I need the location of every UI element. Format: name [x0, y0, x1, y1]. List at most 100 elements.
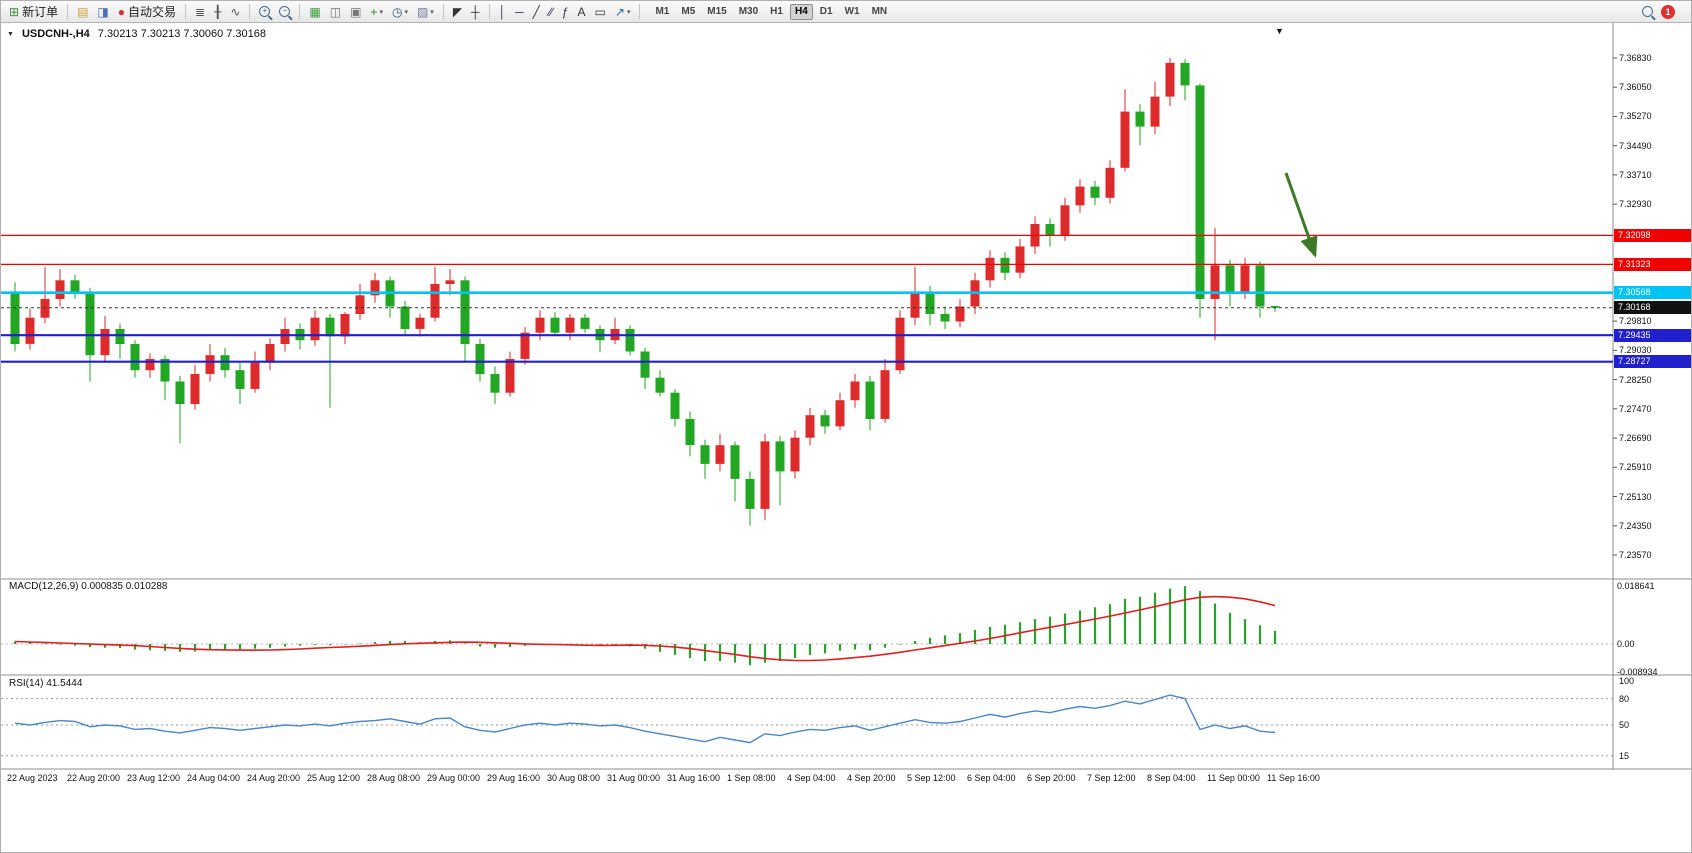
rsi-label: RSI(14) 41.5444: [9, 678, 83, 689]
tile-windows-button[interactable]: ▦: [305, 2, 324, 22]
rsi-axis-label: 80: [1619, 693, 1630, 704]
price-line-badge: 7.29435: [1614, 328, 1691, 342]
line-chart-icon: ∿: [230, 4, 241, 19]
text-button[interactable]: A: [574, 2, 590, 22]
label-button[interactable]: ▭: [591, 2, 610, 22]
new-order-button[interactable]: ⊞ 新订单: [5, 2, 62, 22]
timeframe-m5-button[interactable]: M5: [681, 5, 696, 17]
time-axis-label: 29 Aug 00:00: [427, 773, 481, 783]
time-axis-label: 6 Sep 20:00: [1027, 773, 1076, 783]
price-line-badge: 7.31323: [1614, 257, 1691, 271]
time-axis-label: 25 Aug 12:00: [307, 773, 361, 783]
price-axis-label: 7.23570: [1619, 550, 1652, 560]
toolbar-separator: [488, 4, 490, 19]
vertical-line-button[interactable]: │: [495, 2, 511, 22]
time-axis-label: 8 Sep 04:00: [1147, 773, 1196, 783]
profiles-icon: ◨: [97, 4, 109, 19]
macd-label: MACD(12,26,9) 0.000835 0.010288: [9, 581, 168, 592]
bars-chart-button[interactable]: ≣: [191, 2, 209, 22]
candlestick-icon: ╂: [214, 4, 222, 19]
toolbar-separator: [299, 4, 301, 19]
timeframe-d1-button[interactable]: D1: [819, 5, 833, 17]
time-axis-label: 24 Aug 20:00: [247, 773, 301, 783]
price-axis-label: 7.35270: [1619, 111, 1652, 122]
timeframe-w1-button[interactable]: W1: [844, 5, 860, 17]
toolbar-separator: [67, 4, 69, 19]
macd-signal-line: [14, 595, 1276, 662]
crosshair-button[interactable]: ┼: [467, 2, 484, 22]
scroll-to-end-marker-icon[interactable]: ▼: [1275, 26, 1284, 36]
text-label-icon: ▭: [594, 4, 606, 19]
rsi-axis-label: 100: [1619, 676, 1635, 686]
line-chart-button[interactable]: ∿: [226, 2, 244, 22]
chart-menu-triangle-icon[interactable]: ▼: [7, 30, 14, 38]
zoom-in-icon: +: [259, 6, 271, 17]
timeframe-h1-button[interactable]: H1: [770, 5, 783, 17]
ohlc-readout: 7.30213 7.30213 7.30060 7.30168: [97, 28, 266, 40]
caret-down-icon: ▾: [404, 8, 408, 16]
toolbar: ⊞ 新订单 ▤ ◨ ● 自动交易 ≣ ╂ ∿ + − ▦ ◫ ▣ + ▾ ◷ ▾ ▨ ▾ ◤ ┼ │ ─ ╱ ∕∕ ƒ A ▭ ↗ ▾ M1…: [1, 1, 1691, 23]
horizontal-line-button[interactable]: ─: [511, 2, 528, 22]
price-axis-label: 7.29030: [1619, 345, 1652, 356]
fibonacci-button[interactable]: ƒ: [558, 2, 573, 22]
caret-down-icon: ▾: [430, 8, 434, 16]
zoom-in-button[interactable]: +: [255, 2, 274, 22]
time-axis-label: 24 Aug 04:00: [187, 773, 241, 783]
macd-histogram: [13, 586, 1277, 666]
timeframe-m30-button[interactable]: M30: [738, 5, 759, 17]
horizontal-line-icon: ─: [515, 4, 524, 19]
tile-windows-icon: ▦: [309, 4, 321, 19]
time-axis-label: 7 Sep 12:00: [1087, 773, 1136, 783]
timeframe-m1-button[interactable]: M1: [655, 5, 670, 17]
cascade-windows-button[interactable]: ◫: [326, 2, 345, 22]
autotrading-button[interactable]: ● 自动交易: [114, 2, 180, 22]
price-axis-label: 7.28250: [1619, 374, 1652, 385]
add-indicator-icon: +: [370, 4, 378, 19]
chart-window[interactable]: ▼ USDCNH-,H4 7.30213 7.30213 7.30060 7.3…: [1, 23, 1692, 853]
arrange-windows-button[interactable]: ▣: [346, 2, 365, 22]
candlestick-chart-button[interactable]: ╂: [210, 2, 225, 22]
price-line-badge: 7.28727: [1614, 355, 1691, 369]
symbol-timeframe: USDCNH-,H4: [21, 28, 90, 40]
price-axis-label: 7.26690: [1619, 433, 1652, 444]
profiles-button[interactable]: ◨: [93, 2, 112, 22]
price-axis-label: 7.24350: [1619, 520, 1652, 531]
timeframe-m15-button[interactable]: M15: [707, 5, 727, 17]
vertical-line-icon: │: [498, 4, 507, 19]
macd-axis-label: -0.008934: [1617, 666, 1658, 677]
macd-axis-label: 0.00: [1617, 639, 1635, 649]
time-axis-label: 6 Sep 04:00: [967, 773, 1016, 783]
template-icon: ▨: [416, 4, 429, 19]
templates-button[interactable]: ▨ ▾: [413, 2, 438, 22]
price-axis-label: 7.29810: [1619, 316, 1652, 327]
time-axis-label: 11 Sep 00:00: [1207, 773, 1260, 783]
arrows-button[interactable]: ↗ ▾: [611, 2, 635, 22]
timeframe-mn-button[interactable]: MN: [871, 5, 888, 17]
timeframe-toolbar: M1 M5 M15 M30 H1 H4 D1 W1 MN: [650, 3, 892, 20]
trendline-button[interactable]: ╱: [529, 2, 544, 22]
zoom-out-button[interactable]: −: [275, 2, 294, 22]
rsi-axis-label: 50: [1619, 720, 1630, 730]
time-axis-label: 11 Sep 16:00: [1267, 773, 1320, 783]
periods-button[interactable]: ◷ ▾: [388, 2, 412, 22]
timeframe-h4-button[interactable]: H4: [789, 3, 813, 20]
arrange-windows-icon: ▣: [350, 4, 362, 19]
bar-chart-icon: ≣: [195, 4, 206, 19]
zoom-out-icon: −: [279, 6, 291, 17]
chart-canvas[interactable]: [1, 23, 1692, 853]
indicators-button[interactable]: + ▾: [366, 2, 387, 22]
price-axis-label: 7.36830: [1619, 53, 1652, 63]
price-axis-label: 7.34490: [1619, 140, 1652, 151]
time-axis-label: 28 Aug 08:00: [367, 773, 421, 783]
time-axis-label: 22 Aug 2023: [7, 773, 58, 783]
cursor-button[interactable]: ◤: [449, 2, 466, 22]
new-chart-button[interactable]: ▤: [73, 2, 92, 22]
search-icon[interactable]: [1642, 6, 1653, 17]
price-axis-label: 7.33710: [1619, 169, 1652, 180]
channel-button[interactable]: ∕∕: [545, 2, 557, 22]
time-axis-label: 30 Aug 08:00: [547, 773, 601, 783]
notification-badge[interactable]: 1: [1661, 4, 1675, 19]
current-price-badge: 7.30168: [1614, 301, 1691, 315]
rsi-axis-label: 15: [1619, 750, 1630, 761]
